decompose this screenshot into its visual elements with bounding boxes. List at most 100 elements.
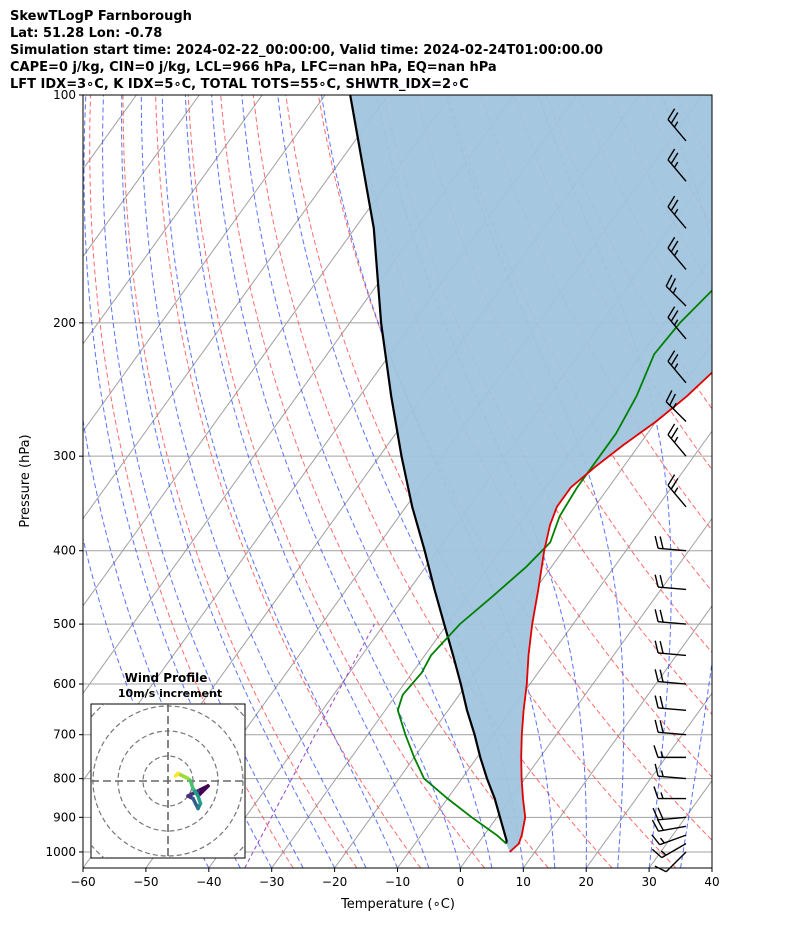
wind-barb-flag [670, 112, 679, 124]
wind-barb [667, 148, 687, 182]
x-tick-label: −30 [259, 875, 284, 889]
wind-barb-flag [667, 195, 676, 208]
y-tick-label: 700 [53, 728, 76, 742]
hodograph-plot [91, 704, 245, 858]
x-tick-label: −40 [196, 875, 221, 889]
wind-barb [654, 574, 687, 591]
wind-barb-flag [670, 152, 679, 164]
wind-barb-half-flag [673, 436, 679, 443]
title-line-cape: CAPE=0 j/kg, CIN=0 j/kg, LCL=966 hPa, LF… [10, 60, 497, 75]
isotherm-line [459, 517, 712, 868]
profile-series [349, 95, 712, 853]
wind-barb-flag [670, 199, 679, 212]
wind-barb-half-flag [673, 363, 679, 370]
title-line-indices: LFT IDX=3∘C, K IDX=5∘C, TOTAL TOTS=55∘C,… [10, 77, 469, 92]
wind-barb-flag [654, 609, 659, 622]
wind-barb [654, 851, 687, 873]
dry-adiabat-line [220, 95, 549, 868]
wind-barb-flag [665, 390, 673, 403]
wind-barbs [651, 108, 687, 873]
x-tick-label: 20 [579, 875, 594, 889]
x-tick-label: −10 [385, 875, 410, 889]
y-tick-label: 300 [53, 449, 76, 463]
wind-barb [651, 818, 687, 832]
hodograph-segment [196, 784, 210, 793]
wind-barb-half-flag [660, 751, 664, 758]
moist-adiabat-line [661, 95, 712, 868]
wind-barb [667, 195, 687, 229]
wind-barb [667, 423, 687, 457]
wind-barb [654, 535, 687, 552]
wind-barb-flag [651, 834, 661, 846]
hodograph-segment [173, 771, 180, 778]
wind-barb [654, 669, 687, 685]
dry-adiabat-line [89, 95, 294, 868]
wind-barb-half-flag [673, 319, 679, 326]
wind-barb-half-flag [672, 402, 677, 410]
wind-barb-flag [659, 695, 664, 709]
wind-barb [653, 786, 686, 800]
wind-barb [651, 834, 687, 846]
isotherm-line [83, 95, 452, 607]
dry-adiabat-line [545, 95, 712, 410]
isotherm-line [83, 95, 263, 345]
wind-barb-flag [654, 719, 659, 733]
wind-barb [654, 609, 687, 625]
wind-barb-half-flag [673, 487, 679, 494]
wind-barb-flag [654, 695, 659, 709]
wind-barb-flag [659, 669, 664, 683]
wind-barb [667, 236, 687, 270]
wind-barb-shaft [658, 707, 687, 712]
wind-barb-flag [651, 848, 663, 859]
chart-title-block: SkewTLogP Farnborough Lat: 51.28 Lon: -0… [10, 8, 603, 93]
x-tick-label: −50 [133, 875, 158, 889]
wind-barb [665, 274, 687, 307]
y-tick-label: 900 [53, 810, 76, 824]
moist-adiabat-line [121, 95, 336, 868]
wind-barb-half-flag [660, 850, 667, 856]
cin-shaded-area [350, 95, 712, 852]
x-tick-label: 40 [704, 875, 719, 889]
y-tick-label: 600 [53, 677, 76, 691]
wind-barb-half-flag [673, 161, 679, 168]
wind-barb [651, 843, 687, 859]
y-tick-label: 500 [53, 617, 76, 631]
dry-adiabat-line [122, 95, 358, 868]
wind-barb [654, 695, 687, 712]
wind-barb-flag [667, 108, 676, 120]
dry-adiabat-line [708, 95, 712, 102]
y-tick-label: 200 [53, 316, 76, 330]
wind-barb-half-flag [673, 208, 679, 215]
wind-barb-half-flag [660, 770, 664, 777]
wind-barb-flag [659, 574, 664, 588]
wind-barb-flag [670, 354, 679, 366]
wind-barb [654, 763, 687, 780]
y-tick-label: 100 [53, 88, 76, 102]
wind-barb-half-flag [660, 792, 664, 799]
wind-barb-half-flag [673, 121, 679, 128]
moist-adiabat-line [744, 95, 794, 868]
x-tick-label: −20 [322, 875, 347, 889]
wind-barb-shaft [665, 851, 687, 873]
wind-barb-flag [670, 240, 679, 253]
x-axis-label: Temperature (∘C) [340, 897, 455, 912]
hodograph-inset: Wind Profile 10m/s increment [90, 671, 246, 859]
isotherm-line [334, 342, 712, 868]
wind-barb-flag [667, 306, 676, 318]
wind-barb-flag [659, 640, 664, 654]
wind-barb [667, 306, 687, 340]
wind-barb-flag [667, 148, 676, 161]
dewpoint-profile-line [396, 289, 712, 845]
moist-adiabat-line [161, 95, 398, 868]
wind-barb [654, 719, 687, 736]
x-tick-label: 30 [641, 875, 656, 889]
wind-barb-flag [654, 535, 659, 549]
x-tick-label: −60 [70, 875, 95, 889]
wind-barb-flag [654, 669, 659, 682]
wind-barb-flag [659, 609, 664, 623]
dry-adiabat-line [155, 95, 422, 868]
y-axis-label: Pressure (hPa) [18, 434, 33, 527]
wind-barb-flag [669, 278, 677, 291]
wind-barb-flag [659, 720, 664, 733]
